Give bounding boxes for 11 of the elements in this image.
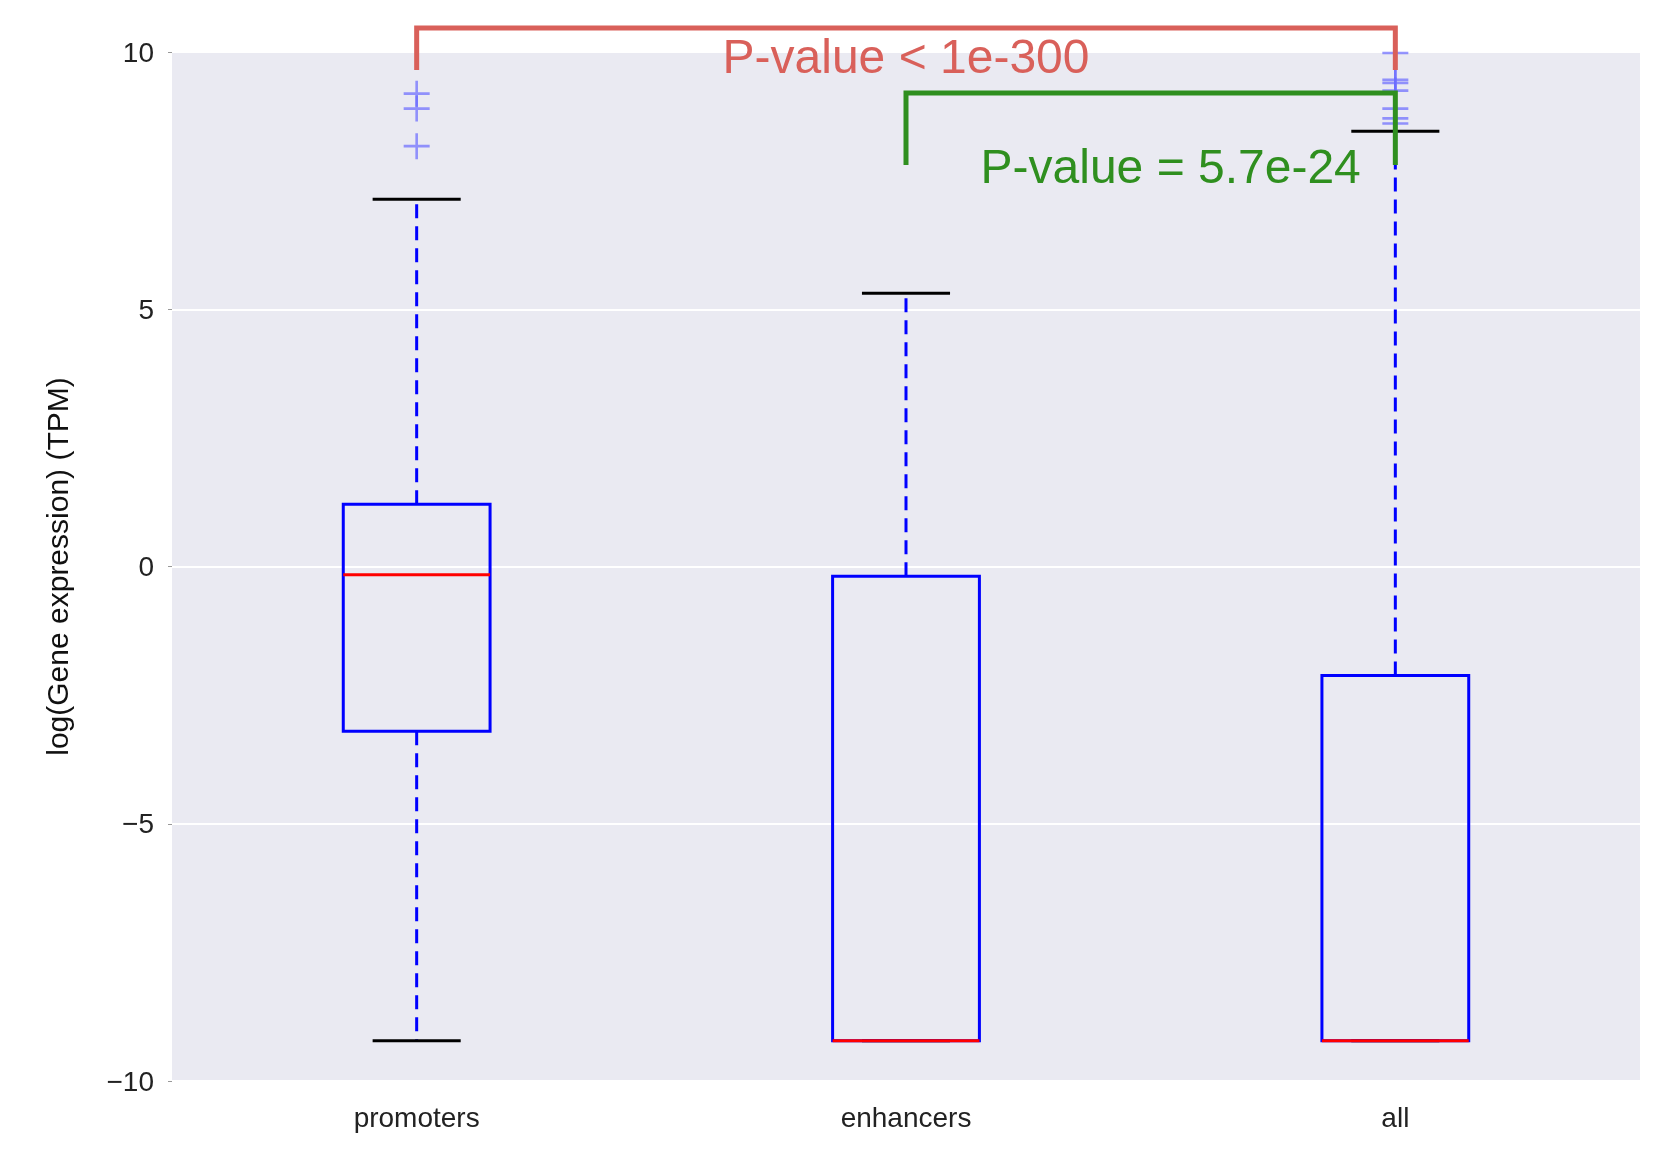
x-tick-label: promoters <box>353 1101 480 1133</box>
y-tick-label: 10 <box>122 36 154 68</box>
annotation: P-value < 1e-300 <box>722 29 1090 83</box>
annotation: P-value = 5.7e-24 <box>980 139 1361 193</box>
x-tick-label: enhancers <box>840 1101 972 1133</box>
x-tick-label: all <box>1381 1101 1410 1133</box>
y-tick-label: 5 <box>138 293 154 325</box>
y-tick-label: −5 <box>122 808 154 840</box>
y-tick-label: 0 <box>138 551 154 582</box>
y-axis-title: log(Gene expression) (TPM) <box>40 377 74 756</box>
y-tick-label: −10 <box>106 1065 154 1097</box>
